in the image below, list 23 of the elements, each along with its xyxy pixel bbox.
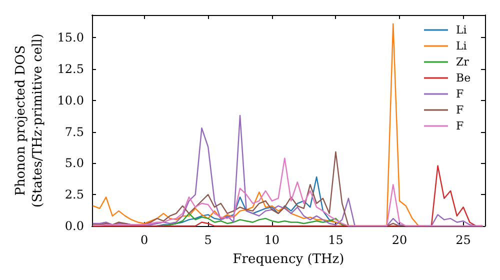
- y-tick-label: 7.5: [64, 124, 84, 139]
- y-tick-label: 5.0: [64, 156, 84, 170]
- line-series: [156, 176, 336, 227]
- x-tick-label: 5: [204, 233, 212, 247]
- y-axis-title: Phonon projected DOS (States/THz·primitive cell): [13, 33, 46, 208]
- x-tick-label: 0: [140, 233, 148, 247]
- y-tick-label: 12.5: [57, 62, 84, 76]
- legend-label: Be: [456, 72, 471, 84]
- x-tick-label: 25: [456, 233, 471, 247]
- legend-label: F: [456, 88, 464, 100]
- x-tick-label: 15: [328, 233, 344, 247]
- legend-label: Li: [456, 24, 468, 36]
- legend-label: Zr: [456, 56, 470, 68]
- legend-label: F: [456, 104, 464, 116]
- legend-label: Li: [456, 40, 468, 52]
- x-axis-title: Frequency (THz): [232, 252, 344, 267]
- y-tick-label: 10.0: [57, 93, 84, 108]
- legend-label: F: [456, 120, 464, 132]
- y-tick-label: 0.0: [64, 219, 84, 233]
- x-tick-label: 10: [264, 233, 280, 247]
- x-tick-label: 20: [392, 233, 408, 247]
- y-tick-label: 15.0: [57, 30, 84, 45]
- y-tick-label: 2.5: [64, 188, 84, 202]
